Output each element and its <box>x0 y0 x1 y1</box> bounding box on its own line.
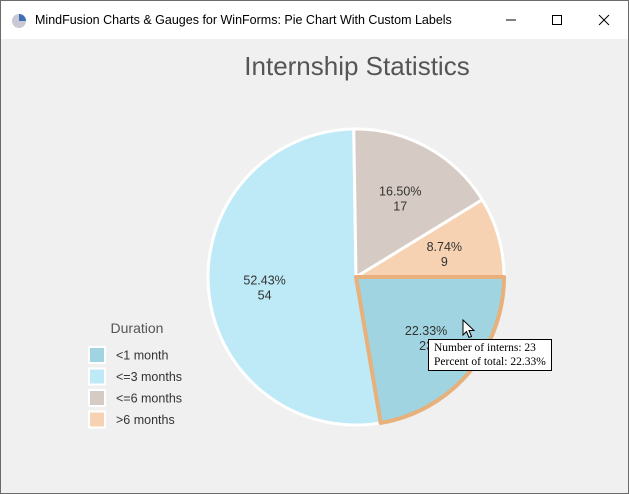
slice-tooltip: Number of interns: 23 Percent of total: … <box>428 339 552 371</box>
title-bar[interactable]: MindFusion Charts & Gauges for WinForms:… <box>1 1 628 39</box>
legend-item-label: <1 month <box>116 349 169 363</box>
pie-slice-lteq6-months[interactable] <box>352 127 484 279</box>
slice-value-label: 9 <box>441 255 448 269</box>
tooltip-line-percent: Percent of total: 22.33% <box>434 356 546 368</box>
legend-swatch <box>88 346 106 364</box>
legend-item-label: >6 months <box>116 413 175 427</box>
chart-title: Internship Statistics <box>244 51 469 81</box>
pie-slice-lteq3-months[interactable] <box>206 127 383 427</box>
minimize-button[interactable] <box>488 1 534 39</box>
chart-area: Internship Statistics 22.33% 23 52.43% 54 16… <box>1 39 628 493</box>
window-title: MindFusion Charts & Gauges for WinForms:… <box>35 13 452 27</box>
close-icon <box>598 14 610 26</box>
legend-swatch <box>88 410 106 429</box>
legend-swatch <box>88 389 106 407</box>
slice-percent-label: 8.74% <box>427 240 462 254</box>
legend-swatch <box>88 367 106 386</box>
mouse-cursor-icon <box>462 319 476 339</box>
minimize-icon <box>506 19 516 21</box>
legend-title: Duration <box>111 320 164 336</box>
legend-item-label: <=3 months <box>116 370 182 384</box>
slice-value-label: 54 <box>258 288 272 302</box>
slice-percent-label: 22.33% <box>405 324 447 338</box>
pie-slices[interactable] <box>206 127 506 427</box>
maximize-icon <box>552 15 562 25</box>
legend-item-label: <=6 months <box>116 392 182 406</box>
slice-value-label: 17 <box>393 200 407 214</box>
close-button[interactable] <box>581 1 627 39</box>
slice-percent-label: 16.50% <box>379 185 421 199</box>
maximize-button[interactable] <box>534 1 580 39</box>
slice-percent-label: 52.43% <box>243 273 285 287</box>
pie-chart[interactable]: Internship Statistics 22.33%2352.43%5416… <box>1 39 628 493</box>
legend: <1 month <=3 months <=6 months >6 months <box>88 346 182 429</box>
tooltip-line-count: Number of interns: 23 <box>434 342 536 354</box>
pie-chart-icon <box>12 14 26 28</box>
